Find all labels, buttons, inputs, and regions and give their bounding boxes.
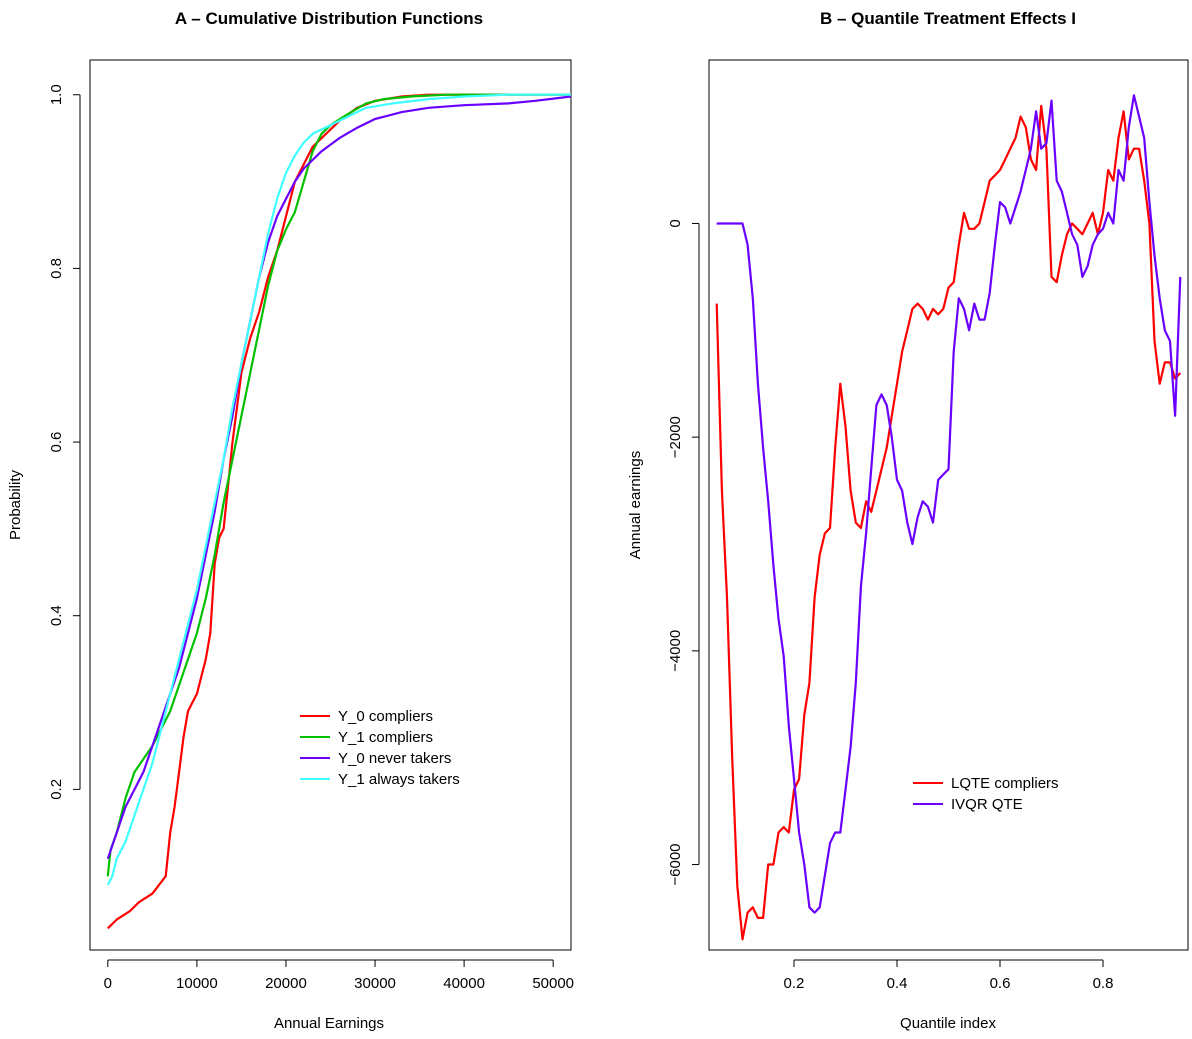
x-tick-label: 0 bbox=[104, 975, 112, 992]
y-tick-label: 1.0 bbox=[48, 84, 65, 105]
series-line-y-1-always-takers bbox=[106, 93, 571, 886]
panel-b-y-axis: −6000 −4000 −2000 0 bbox=[667, 219, 700, 886]
panel-b-series-lines bbox=[715, 94, 1182, 941]
y-tick-label: 0.8 bbox=[48, 258, 65, 279]
x-tick-label: 0.4 bbox=[887, 975, 908, 992]
panel-a-x-axis-label: Annual Earnings bbox=[274, 1015, 384, 1032]
panel-a-y-axis: 0.2 0.4 0.6 0.8 1.0 bbox=[48, 84, 81, 800]
panel-a-series-lines bbox=[106, 93, 572, 930]
series-line-ivqr-qte bbox=[716, 94, 1182, 914]
y-tick-label: 0.2 bbox=[48, 779, 65, 800]
x-tick-label: 0.2 bbox=[784, 975, 805, 992]
panel-a-title: A – Cumulative Distribution Functions bbox=[175, 9, 483, 28]
legend-label: Y_1 compliers bbox=[338, 729, 433, 746]
x-tick-label: 0.6 bbox=[990, 975, 1011, 992]
panel-b-plot-frame bbox=[708, 59, 1189, 951]
legend-label: IVQR QTE bbox=[951, 796, 1023, 813]
y-tick-label: −4000 bbox=[667, 630, 684, 672]
panel-a: A – Cumulative Distribution Functions 0 1… bbox=[7, 9, 574, 1032]
x-tick-label: 0.8 bbox=[1093, 975, 1114, 992]
panel-a-plot-frame bbox=[89, 59, 572, 951]
panel-b: B – Quantile Treatment Effects I 0.2 0.4 0… bbox=[627, 9, 1189, 1032]
panel-a-y-axis-label: Probability bbox=[7, 469, 24, 540]
series-line-lqte-compliers bbox=[715, 104, 1182, 941]
x-tick-label: 50000 bbox=[532, 975, 574, 992]
x-tick-label: 30000 bbox=[354, 975, 396, 992]
series-line-y-0-compliers bbox=[107, 93, 571, 930]
panel-b-y-axis-label: Annual earnings bbox=[627, 451, 644, 559]
panel-a-x-axis: 0 10000 20000 30000 40000 50000 bbox=[104, 959, 574, 992]
x-tick-label: 10000 bbox=[176, 975, 218, 992]
legend-label: Y_1 always takers bbox=[338, 771, 460, 788]
x-tick-label: 40000 bbox=[443, 975, 485, 992]
panel-b-legend: LQTE compliers IVQR QTE bbox=[913, 775, 1059, 813]
legend-label: Y_0 compliers bbox=[338, 708, 433, 725]
x-tick-label: 20000 bbox=[265, 975, 307, 992]
panel-b-x-axis-label: Quantile index bbox=[900, 1015, 996, 1032]
y-tick-label: −6000 bbox=[667, 843, 684, 885]
legend-label: Y_0 never takers bbox=[338, 750, 451, 767]
y-tick-label: 0.4 bbox=[48, 605, 65, 626]
panel-b-title: B – Quantile Treatment Effects I bbox=[820, 9, 1076, 28]
panel-b-x-axis: 0.2 0.4 0.6 0.8 bbox=[784, 959, 1114, 992]
legend-label: LQTE compliers bbox=[951, 775, 1059, 792]
y-tick-label: 0 bbox=[667, 219, 684, 227]
y-tick-label: 0.6 bbox=[48, 432, 65, 453]
y-tick-label: −2000 bbox=[667, 416, 684, 458]
panel-a-legend: Y_0 compliers Y_1 compliers Y_0 never take… bbox=[300, 708, 460, 788]
series-line-y-1-compliers bbox=[106, 93, 571, 877]
